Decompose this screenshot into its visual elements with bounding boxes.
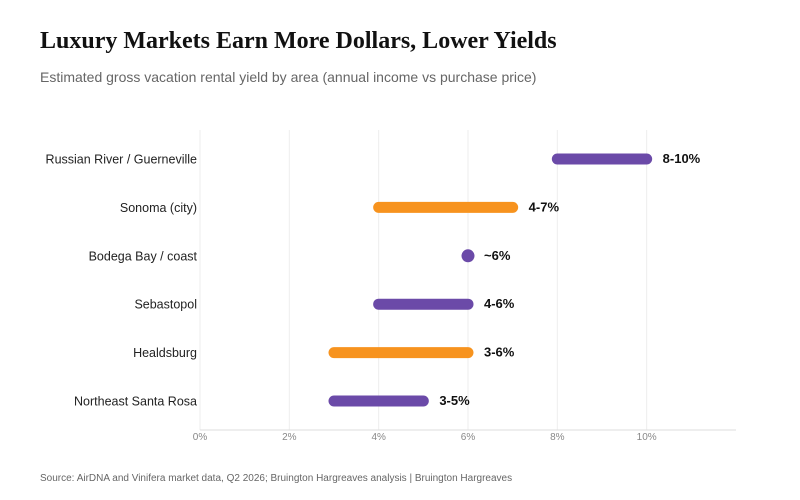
value-label: 8-10%: [663, 151, 701, 166]
x-tick-label: 6%: [461, 432, 476, 443]
x-tick-label: 10%: [637, 432, 657, 443]
category-label: Bodega Bay / coast: [89, 249, 198, 263]
category-label: Sebastopol: [134, 298, 197, 312]
value-label: 4-6%: [484, 296, 515, 311]
category-label: Northeast Santa Rosa: [74, 395, 197, 409]
bar-layer: [328, 153, 653, 407]
grid-layer: [199, 130, 736, 431]
source-note: Source: AirDNA and Vinifera market data,…: [40, 473, 513, 484]
value-label: 4-7%: [529, 199, 560, 214]
chart-subtitle: Estimated gross vacation rental yield by…: [40, 69, 537, 85]
category-label: Healdsburg: [133, 346, 197, 360]
x-tick-label: 8%: [550, 432, 565, 443]
x-tick-label: 2%: [282, 432, 297, 443]
x-tick-label: 0%: [193, 432, 208, 443]
value-label: ~6%: [484, 248, 511, 263]
value-label: 3-6%: [484, 345, 515, 360]
tick-layer: 0% 2% 4% 6% 8% 10%: [193, 432, 657, 443]
range-point: [461, 249, 475, 263]
chart-title: Luxury Markets Earn More Dollars, Lower …: [40, 28, 557, 54]
x-tick-label: 4%: [371, 432, 386, 443]
category-label: Sonoma (city): [120, 201, 197, 215]
range-bar-chart: Russian River / Guerneville 8-10% Sonoma (…: [46, 130, 736, 443]
label-layer: Russian River / Guerneville 8-10% Sonoma (…: [46, 151, 701, 409]
value-label: 3-5%: [439, 393, 470, 408]
category-label: Russian River / Guerneville: [46, 153, 197, 167]
